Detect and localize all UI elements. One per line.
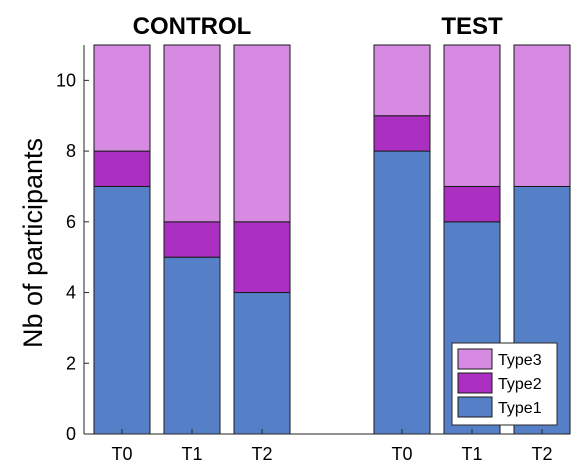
x-tick-label-test-t0: T0 [391, 444, 412, 464]
x-tick-label-test-t1: T1 [461, 444, 482, 464]
y-tick-label-0: 0 [66, 424, 76, 444]
y-tick-label-2: 2 [66, 353, 76, 373]
y-axis-label: Nb of participants [18, 138, 48, 348]
y-tick-label-10: 10 [56, 70, 76, 90]
y-tick-label-8: 8 [66, 141, 76, 161]
legend: Type3 Type2 Type1 [451, 342, 558, 426]
x-tick-label-control-t2: T2 [251, 444, 272, 464]
bar-test-t1-type3 [443, 44, 501, 187]
legend-swatch-type1 [457, 396, 493, 418]
legend-swatch-type2 [457, 372, 493, 394]
bars-layer [93, 44, 571, 435]
bar-test-t0-type1 [373, 150, 431, 435]
legend-label-type2: Type2 [498, 376, 542, 393]
bar-control-t0-type1 [93, 185, 151, 435]
bar-control-t2-type1 [233, 292, 291, 435]
x-tick-label-test-t2: T2 [531, 444, 552, 464]
legend-label-type1: Type1 [498, 400, 542, 417]
legend-label-type3: Type3 [498, 352, 542, 369]
y-tick-label-6: 6 [66, 212, 76, 232]
bar-control-t1-type1 [163, 256, 221, 435]
bar-control-t0-type2 [93, 150, 151, 187]
bar-test-t0-type2 [373, 115, 431, 152]
bar-control-t2-type3 [233, 44, 291, 223]
y-tick-label-4: 4 [66, 283, 76, 303]
group-title-control: CONTROL [133, 13, 252, 40]
bar-test-t0-type3 [373, 44, 431, 117]
x-tick-label-control-t0: T0 [111, 444, 132, 464]
labels-layer: 0 2 4 6 8 10 T0 T1 T2 T0 T1 T2 CONTROL TEST Nb of part… [18, 13, 553, 464]
legend-swatch-type3 [457, 348, 493, 370]
group-title-test: TEST [441, 13, 503, 40]
bar-test-t1-type2 [443, 185, 501, 223]
bar-control-t1-type2 [163, 221, 221, 258]
x-tick-label-control-t1: T1 [181, 444, 202, 464]
bar-test-t2-type3 [513, 44, 571, 187]
bar-control-t1-type3 [163, 44, 221, 223]
axes-layer [83, 45, 564, 435]
bar-control-t2-type2 [233, 221, 291, 294]
bar-control-t0-type3 [93, 44, 151, 152]
